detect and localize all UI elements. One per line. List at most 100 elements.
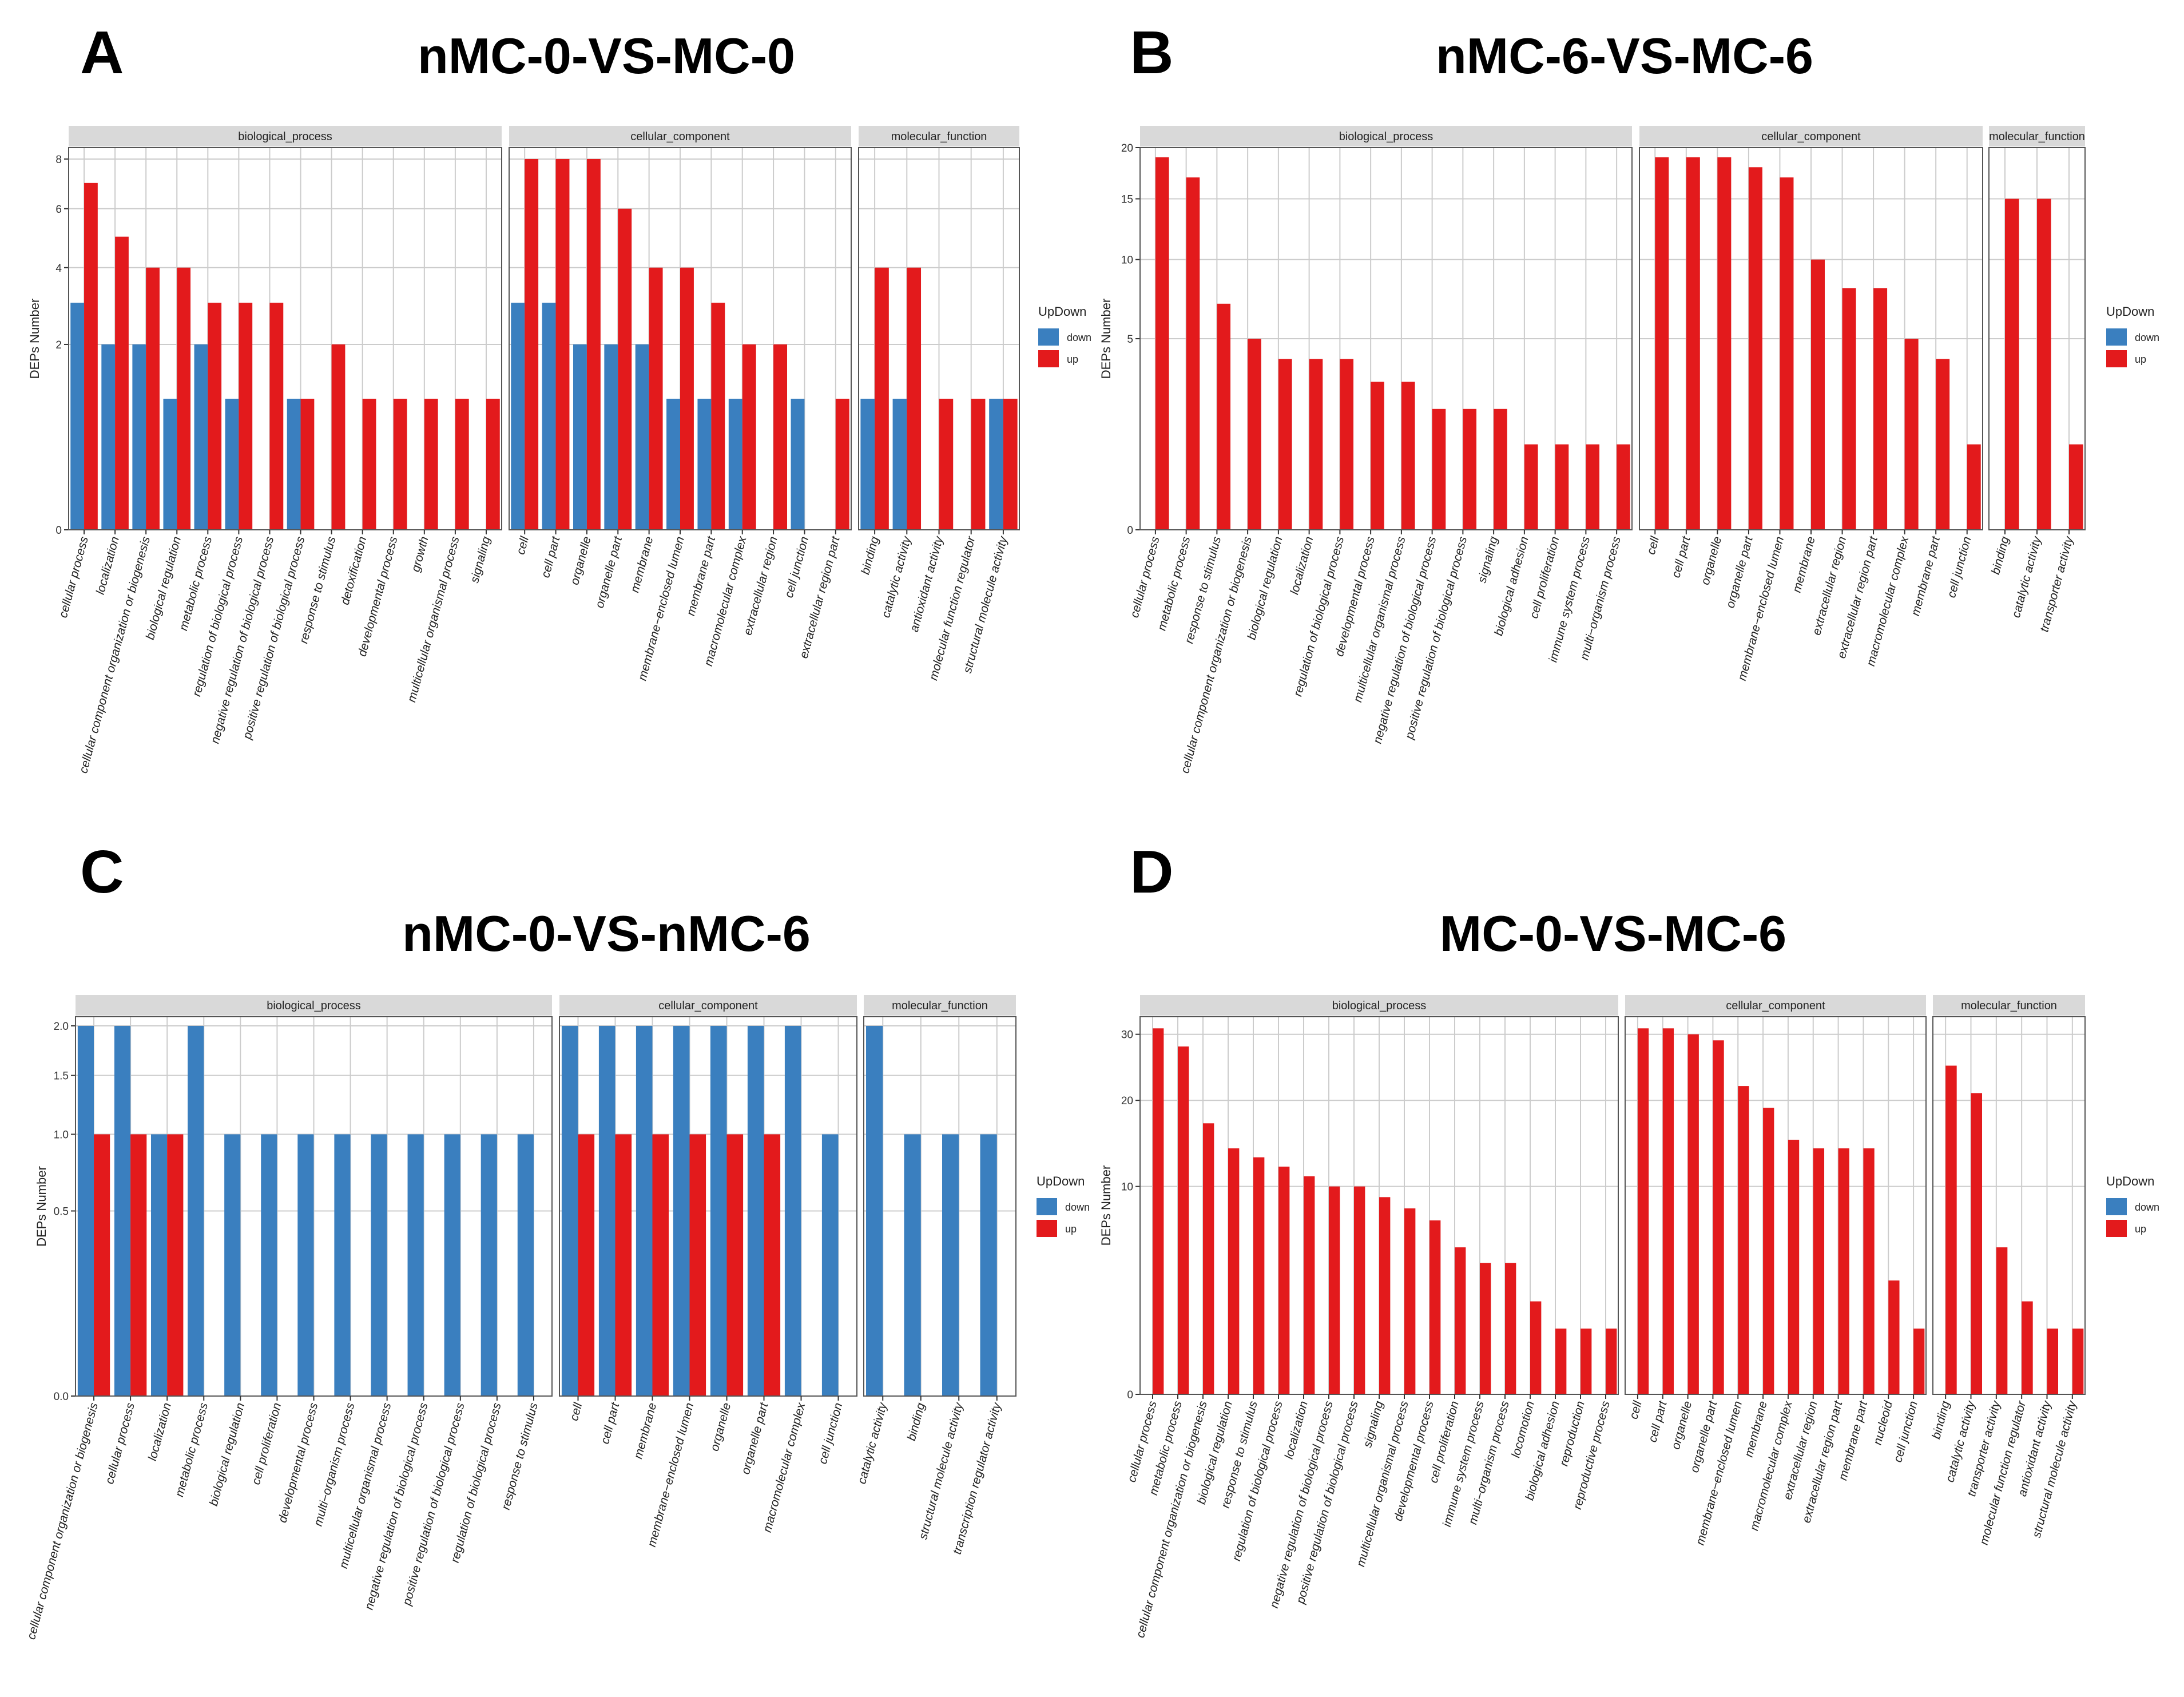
bar-up: [875, 267, 889, 530]
bar-up: [1309, 359, 1323, 530]
x-tick-label: localization: [94, 535, 122, 596]
bar-up: [2037, 199, 2051, 530]
x-tick-label: cell proliferation: [1527, 535, 1562, 620]
bar-up: [835, 398, 849, 530]
bar-down: [710, 1025, 727, 1396]
bar-up: [1340, 359, 1354, 530]
y-tick-label: 0: [1127, 1389, 1133, 1401]
facet-strip-label: cellular_component: [1761, 130, 1861, 143]
bar-down: [791, 398, 805, 530]
facet-strip-label: molecular_function: [891, 130, 987, 143]
bar-up: [2047, 1329, 2059, 1394]
facet-border: [863, 1016, 1016, 1397]
y-axis-title: DEPs Number: [1099, 1165, 1113, 1246]
x-tick-label: cell: [1645, 534, 1662, 556]
legend-swatch-up: [1038, 350, 1059, 367]
panel-title-d: MC-0-VS-MC-6: [1440, 905, 1786, 962]
bar-up: [1379, 1197, 1391, 1394]
x-tick-label: positive regulation of biological proces…: [1403, 535, 1470, 741]
legend: UpDown down up: [1037, 1174, 1090, 1237]
x-tick-label: cellular process: [57, 535, 91, 619]
facet-strip-label: molecular_function: [892, 1000, 988, 1012]
bar-down: [481, 1134, 497, 1396]
facet-border: [68, 147, 502, 530]
bar-up: [1217, 303, 1231, 530]
bar-down: [225, 398, 239, 530]
facet-strip: [1989, 126, 2085, 146]
x-tick-label: positive regulation of biological proces…: [240, 535, 307, 741]
x-tick-label: cell part: [598, 1401, 622, 1445]
panel-d: D MC-0-VS-MC-6 0 10 20 30 DEPs Number biologi…: [1099, 838, 2159, 1639]
x-tick-label: biological regulation: [207, 1401, 247, 1507]
y-axis-title: DEPs Number: [27, 299, 42, 379]
x-tick-label: membrane: [1742, 1399, 1770, 1458]
bar-up: [1655, 157, 1669, 530]
x-tick-label: cell junction: [1945, 535, 1974, 599]
legend-swatch-down: [2106, 328, 2127, 346]
x-tick-label: cell part: [1669, 534, 1693, 579]
panel-a: A nMC-0-VS-MC-0 0 2 4 6 8 DEPs Number biologic…: [27, 19, 1091, 775]
bar-up: [711, 303, 725, 530]
x-tick-label: extracellular region: [1810, 535, 1849, 636]
facet-strip: [1625, 995, 1926, 1016]
y-tick-label: 10: [1121, 255, 1133, 267]
x-tick-label: binding: [1929, 1399, 1952, 1441]
x-tick-label: structural molecule activity: [916, 1401, 966, 1541]
x-tick-label: catalytic activity: [879, 534, 914, 619]
y-tick-label: 6: [55, 204, 62, 216]
bar-down: [747, 1025, 764, 1396]
facet-strip-label: biological_process: [1332, 1000, 1427, 1012]
bar-up: [1505, 1263, 1516, 1394]
bar-up: [1713, 1040, 1724, 1394]
x-tick-label: localization: [146, 1401, 174, 1462]
panel-title-a: nMC-0-VS-MC-0: [418, 27, 795, 84]
bar-down: [821, 1134, 839, 1396]
bar-up: [615, 1134, 632, 1396]
x-tick-label: cell part: [1646, 1399, 1670, 1444]
bar-up: [1404, 1208, 1416, 1394]
y-tick-label: 1.5: [54, 1070, 69, 1083]
bar-up: [649, 267, 663, 530]
facet-strip: [509, 126, 851, 146]
panel-title-c: nMC-0-VS-nMC-6: [402, 905, 811, 962]
bar-down: [224, 1134, 241, 1396]
bar-up: [1178, 1046, 1189, 1394]
x-tick-label: signaling: [1361, 1399, 1386, 1449]
bar-down: [444, 1134, 460, 1396]
x-tick-label: cell junction: [783, 535, 812, 599]
legend-title: UpDown: [2106, 1174, 2154, 1188]
legend: UpDown down up: [2106, 304, 2159, 367]
x-tick-label: cell junction: [1891, 1399, 1920, 1464]
legend-label-up: up: [2135, 1223, 2146, 1235]
bar-up: [1429, 1220, 1441, 1394]
bar-down: [542, 303, 556, 530]
legend-label-up: up: [2135, 354, 2146, 365]
bar-up: [555, 158, 570, 530]
x-tick-label: membrane: [632, 1401, 659, 1460]
x-tick-label: cell junction: [816, 1401, 845, 1465]
x-tick-label: macromolecular complex: [761, 1401, 808, 1534]
facet-biological-process: biological_process cellular process locali…: [57, 126, 502, 775]
bar-up: [2069, 444, 2083, 530]
facet-strip: [559, 995, 857, 1016]
bar-up: [146, 267, 160, 530]
x-tick-label: membrane: [628, 535, 656, 594]
bar-down: [150, 1134, 168, 1396]
bar-up: [1432, 409, 1446, 530]
facet-strip-label: cellular_component: [630, 130, 730, 143]
panel-title-b: nMC-6-VS-MC-6: [1436, 27, 1813, 84]
legend-label-down: down: [1065, 1202, 1090, 1213]
bar-down: [666, 398, 680, 530]
y-tick-label: 5: [1127, 334, 1133, 346]
bar-up: [1738, 1086, 1749, 1394]
facet-strip: [1140, 995, 1618, 1016]
y-tick-label: 30: [1121, 1029, 1133, 1041]
legend-title: UpDown: [1037, 1174, 1085, 1188]
x-tick-label: localization: [1288, 535, 1316, 596]
bar-up: [1811, 259, 1825, 530]
x-tick-label: cellular component organization or bioge…: [1178, 535, 1254, 775]
